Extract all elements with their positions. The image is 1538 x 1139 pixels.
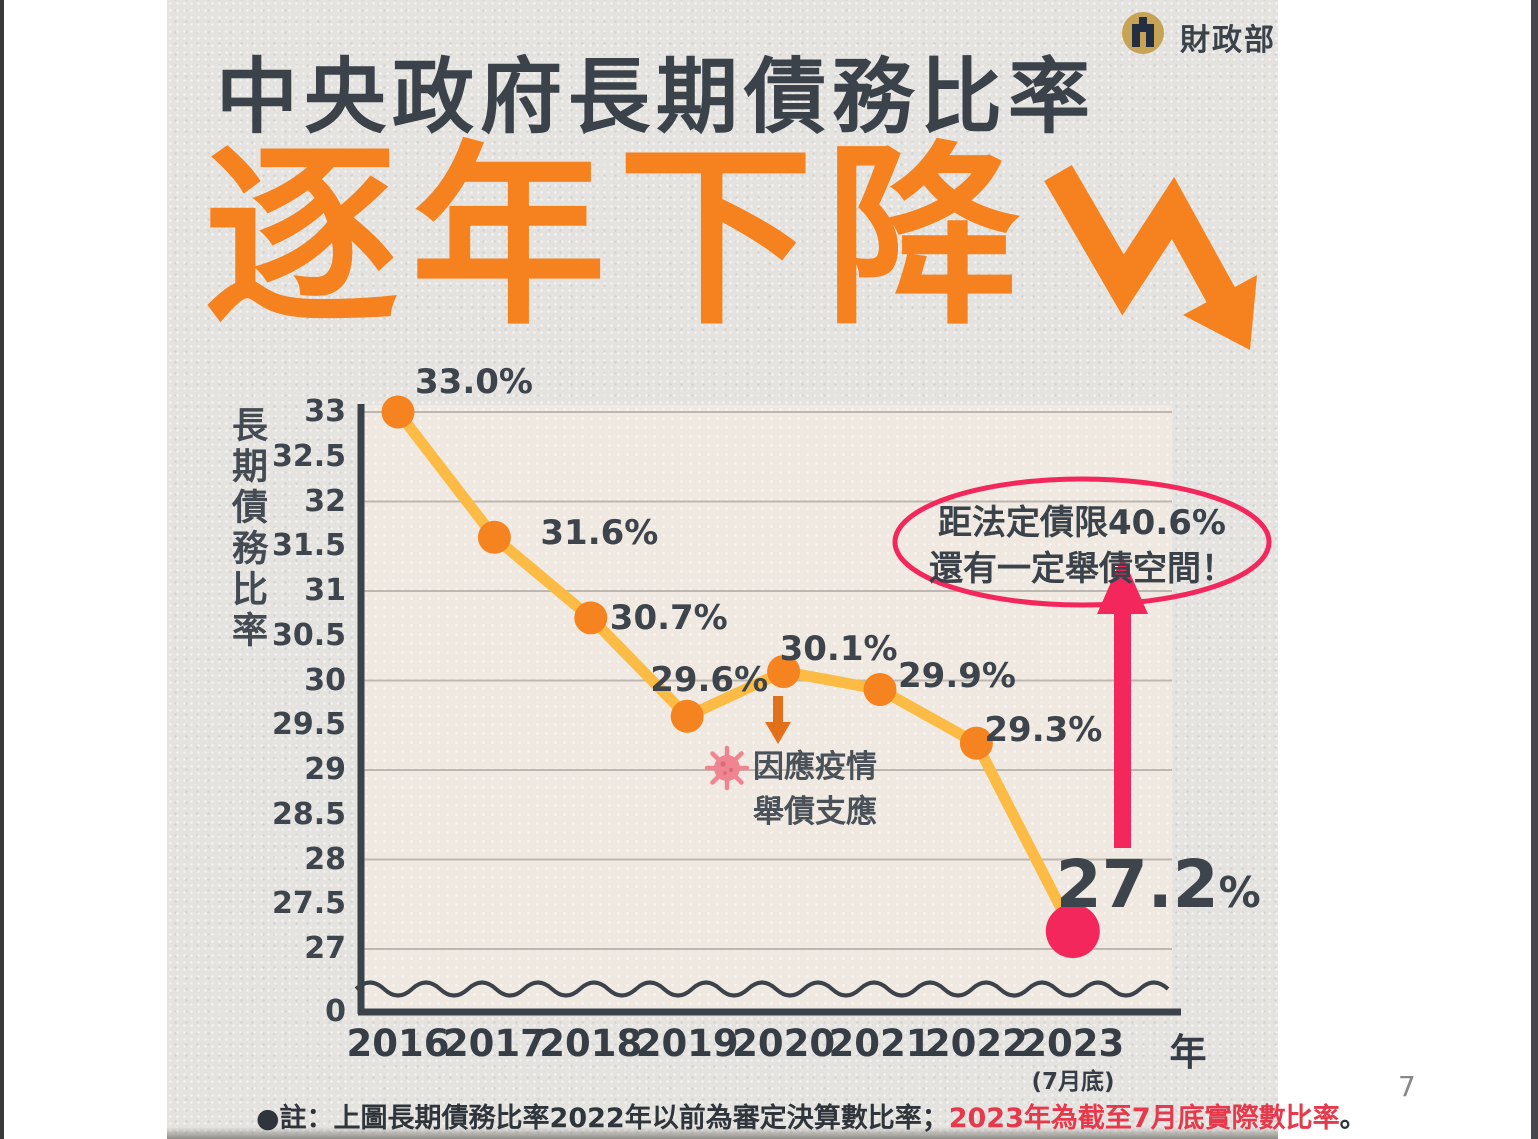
decline-zigzag-arrow	[1044, 164, 1257, 350]
x-label-2020: 2020	[732, 1022, 836, 1065]
debt-limit-line2: 還有一定舉債空間！	[929, 549, 1235, 589]
y-tick-27.5: 27.5	[271, 886, 346, 922]
y-tick-31: 31	[304, 573, 346, 608]
y-tick-30: 30	[304, 662, 346, 698]
data-point-2022	[959, 726, 993, 760]
covid-annotation-line1: 因應疫情	[753, 749, 877, 785]
covid-annotation-line2: 舉債支應	[753, 794, 877, 830]
covid-annotation: 因應疫情 舉債支應	[753, 745, 877, 835]
y-tick-30.5: 30.5	[271, 617, 346, 653]
point-label-2021: 29.9%	[898, 656, 1016, 697]
y-tick-32.5: 32.5	[271, 438, 346, 474]
debt-limit-ellipse	[892, 476, 1272, 608]
y-tick-28: 28	[304, 841, 346, 877]
next-page-edge-shadow	[167, 1127, 1278, 1139]
footnote-period: 。	[1339, 1103, 1367, 1134]
debt-ratio-line-series	[381, 395, 1100, 959]
x-label-2016: 2016	[346, 1022, 450, 1065]
footnote-dark-part: ●註：上圖長期債務比率2022年以前為審定決算數比率；	[256, 1103, 949, 1134]
y-tick-32: 32	[304, 483, 346, 519]
data-point-2018	[574, 601, 608, 635]
page-title: 中央政府長期債務比率	[216, 50, 1097, 145]
page-number: 7	[1398, 1070, 1416, 1103]
data-point-2016	[381, 395, 415, 429]
footnote-red-part: 2023年為截至7月底實際數比率	[948, 1103, 1340, 1134]
y-tick-29.5: 29.5	[271, 707, 346, 743]
covid-down-arrow	[765, 696, 791, 744]
x-label-2022: 2022	[924, 1022, 1028, 1065]
y-tick-33: 33	[304, 394, 346, 429]
mof-logo-icon	[1122, 12, 1164, 54]
virus-icon	[704, 745, 750, 791]
debt-limit-annotation: 距法定債限40.6% 還有一定舉債空間！	[929, 500, 1235, 592]
axis-break-wave	[354, 980, 1170, 998]
x-axis-sublabel-2023: (7月底)	[1031, 1069, 1115, 1095]
x-label-2019: 2019	[635, 1022, 739, 1065]
data-point-2020	[767, 655, 801, 689]
final-value-number: 27.2	[1055, 846, 1219, 924]
point-label-2020: 30.1%	[779, 628, 898, 669]
data-point-2017	[477, 520, 511, 554]
debt-limit-up-arrow	[1097, 556, 1148, 848]
point-label-2016: 33.0%	[415, 362, 533, 402]
x-axis-unit-label: 年	[1169, 1031, 1207, 1074]
point-label-2019: 29.6%	[650, 660, 769, 701]
x-label-2018: 2018	[539, 1022, 643, 1065]
ministry-name: 財政部	[1180, 23, 1276, 58]
headline-declining: 逐年下降	[204, 124, 1032, 351]
chart-plot-area	[362, 405, 1172, 1013]
scrollbar[interactable]	[1531, 0, 1538, 1139]
final-value-percent-sign: %	[1218, 868, 1261, 918]
y-tick-31.5: 31.5	[271, 528, 346, 564]
x-label-2021: 2021	[828, 1022, 932, 1065]
x-label-2017: 2017	[442, 1022, 546, 1065]
window-left-border	[0, 0, 4, 1139]
y-tick-27: 27	[304, 931, 346, 966]
point-label-2022: 29.3%	[984, 710, 1103, 751]
data-point-2019	[670, 699, 704, 733]
debt-limit-line1: 距法定債限40.6%	[938, 503, 1226, 543]
debt-ratio-line	[393, 408, 1078, 934]
y-tick-29: 29	[304, 752, 346, 787]
y-axis-title: 長期債務比率	[226, 406, 267, 652]
point-label-2018: 30.7%	[609, 597, 728, 638]
y-tick-0: 0	[325, 994, 346, 1029]
footnote: ●註：上圖長期債務比率2022年以前為審定決算數比率；2023年為截至7月底實際…	[256, 1096, 1367, 1135]
y-tick-28.5: 28.5	[271, 796, 346, 832]
point-label-2023: 27.2%	[1056, 850, 1261, 928]
point-label-2017: 31.6%	[540, 513, 659, 554]
data-point-2023	[1045, 904, 1100, 959]
data-point-2021	[863, 672, 897, 706]
x-label-2023: 2023	[1021, 1022, 1125, 1065]
